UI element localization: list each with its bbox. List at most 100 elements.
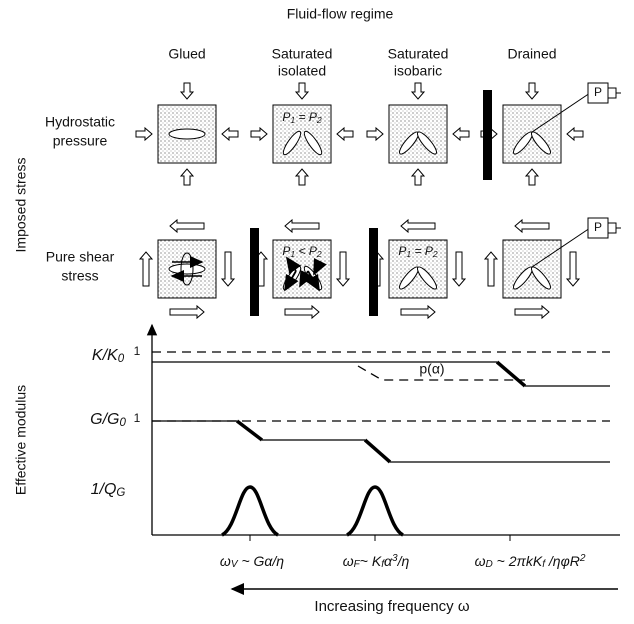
stress-arrow <box>566 126 584 142</box>
text-part: = P <box>411 244 433 258</box>
stress-arrow <box>250 126 268 142</box>
text-part: ω <box>475 553 486 569</box>
stress-arrow <box>138 251 154 287</box>
attenuation-peak <box>220 485 280 537</box>
text-part: 2 <box>316 249 322 259</box>
text-part: 1 <box>290 115 295 125</box>
p-alpha-curve <box>357 365 525 381</box>
stress-arrow <box>335 251 351 287</box>
bulk-modulus-drop <box>495 360 527 388</box>
column-header: Saturated <box>388 46 449 62</box>
text-part: 1 <box>406 249 411 259</box>
imposed-axis-label: Imposed stress <box>13 158 29 253</box>
regime-barrier <box>250 228 259 316</box>
text-part: ~ 2πkK <box>493 553 543 569</box>
text-part: 0 <box>118 353 125 365</box>
regime-barrier <box>483 90 492 180</box>
text-part: f <box>542 559 546 570</box>
text-part: 1 <box>290 249 295 259</box>
stress-arrow <box>400 304 436 320</box>
stress-arrow <box>220 251 236 287</box>
stress-arrow <box>284 304 320 320</box>
g-label: G/G0 <box>90 411 126 429</box>
pressure-arrow <box>284 270 299 292</box>
unity-label: 1 <box>134 411 141 425</box>
omega-f-label: ωF~ Kfα3/η <box>343 553 410 571</box>
gauge-line <box>531 227 591 268</box>
text-part: ~ Gα/η <box>238 553 285 569</box>
stress-arrow <box>400 218 436 234</box>
text-part: ω <box>343 553 354 569</box>
text-part: ~ K <box>360 553 382 569</box>
column-header: Saturated <box>272 46 333 62</box>
row-label: pressure <box>53 133 108 149</box>
stress-arrow <box>410 168 426 186</box>
p-alpha-label: p(α) <box>419 361 444 377</box>
text-part: K/K <box>92 347 119 364</box>
pressure-label: P1 = P2 <box>282 110 322 124</box>
stress-arrow <box>565 251 581 287</box>
omega-v-label: ωV ~ Gα/η <box>220 553 284 570</box>
text-part: 3 <box>392 553 398 564</box>
text-part: 2 <box>579 553 586 564</box>
text-part: P <box>282 110 290 124</box>
stress-arrow <box>524 168 540 186</box>
shear-modulus-curve <box>152 420 610 463</box>
crack <box>530 131 552 155</box>
text-part: 2 <box>432 249 438 259</box>
k-label: K/K0 <box>92 347 125 365</box>
crack <box>416 266 438 290</box>
text-part: f <box>381 559 385 570</box>
stress-arrow <box>524 82 540 100</box>
title: Fluid-flow regime <box>287 6 394 22</box>
gauge-line <box>531 92 591 133</box>
omega-d-label: ωD ~ 2πkKf /ηφR2 <box>475 553 586 571</box>
column-header: Glued <box>168 46 205 62</box>
unity-label: 1 <box>134 344 141 358</box>
stress-arrow <box>366 126 384 142</box>
gauge-label: P <box>594 85 602 99</box>
crack <box>416 131 438 155</box>
text-part: D <box>485 559 492 570</box>
stress-arrow <box>284 218 320 234</box>
row-label: stress <box>61 268 98 284</box>
stress-arrow <box>169 218 205 234</box>
gauge-fitting <box>608 87 621 99</box>
crack <box>168 263 206 275</box>
stress-arrow <box>221 126 239 142</box>
q-label: 1/QG <box>91 481 126 499</box>
stress-arrow <box>169 304 205 320</box>
text-part: F <box>354 559 361 570</box>
regime-barrier <box>369 228 378 316</box>
pressure-label: P1 = P2 <box>398 244 438 258</box>
text-part: 0 <box>119 417 126 429</box>
modulus-axis-label: Effective modulus <box>13 385 29 495</box>
pressure-arrow <box>313 257 327 276</box>
text-part: < P <box>295 244 317 258</box>
shear-modulus-drop <box>235 419 392 464</box>
stress-arrow <box>452 126 470 142</box>
stress-arrow <box>410 82 426 100</box>
pressure-arrow <box>285 256 302 274</box>
crack <box>168 128 206 140</box>
frequency-label: Increasing frequency ω <box>314 598 469 615</box>
attenuation-peak <box>345 485 405 537</box>
column-header: isolated <box>278 63 326 79</box>
gauge-box <box>587 82 609 104</box>
column-header: isobaric <box>394 63 442 79</box>
text-part: α <box>384 553 393 569</box>
stress-arrow <box>179 82 195 100</box>
row-label: Pure shear <box>46 249 115 265</box>
stress-arrow <box>336 126 354 142</box>
gauge-label: P <box>594 220 602 234</box>
stress-arrow <box>483 251 499 287</box>
text-part: V <box>231 559 239 570</box>
text-part: P <box>282 244 290 258</box>
bulk-modulus-curve <box>152 361 610 387</box>
text-part: P <box>398 244 406 258</box>
stress-arrow <box>294 168 310 186</box>
text-part: = P <box>295 110 317 124</box>
text-part: G <box>116 487 125 499</box>
